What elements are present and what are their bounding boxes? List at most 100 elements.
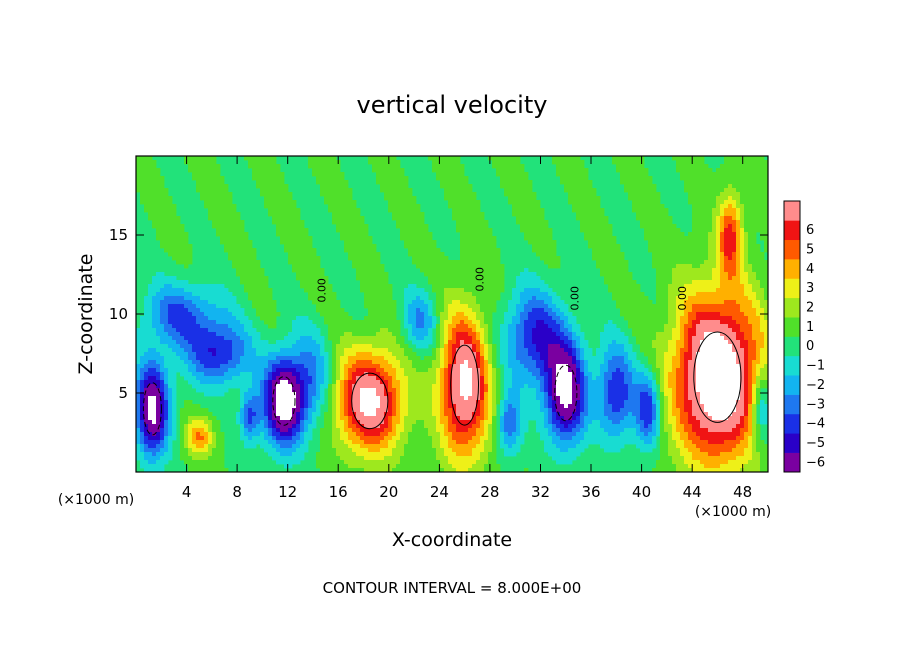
heatmap-cell xyxy=(400,444,405,449)
heatmap-cell xyxy=(192,444,197,449)
heatmap-cell xyxy=(236,224,241,229)
heatmap-cell xyxy=(472,432,477,437)
heatmap-cell xyxy=(364,416,369,421)
heatmap-cell xyxy=(336,180,341,185)
heatmap-cell xyxy=(312,396,317,401)
heatmap-cell xyxy=(144,356,149,361)
heatmap-cell xyxy=(216,228,221,233)
heatmap-cell xyxy=(172,296,177,301)
heatmap-cell xyxy=(328,444,333,449)
heatmap-cell xyxy=(384,320,389,325)
heatmap-cell xyxy=(404,296,409,301)
heatmap-cell xyxy=(376,272,381,277)
heatmap-cell xyxy=(348,328,353,333)
heatmap-cell xyxy=(332,200,337,205)
heatmap-cell xyxy=(240,380,245,385)
heatmap-cell xyxy=(372,444,377,449)
heatmap-cell xyxy=(208,208,213,213)
heatmap-cell xyxy=(268,428,273,433)
heatmap-cell xyxy=(444,468,449,473)
heatmap-cell xyxy=(196,172,201,177)
heatmap-cell xyxy=(152,176,157,181)
heatmap-cell xyxy=(168,376,173,381)
heatmap-cell xyxy=(460,376,465,381)
heatmap-cell xyxy=(200,444,205,449)
heatmap-cell xyxy=(388,344,393,349)
heatmap-cell xyxy=(344,228,349,233)
heatmap-cell xyxy=(252,384,257,389)
heatmap-cell xyxy=(488,232,493,237)
heatmap-cell xyxy=(456,360,461,365)
heatmap-cell xyxy=(312,376,317,381)
heatmap-cell xyxy=(288,232,293,237)
heatmap-cell xyxy=(464,288,469,293)
heatmap-cell xyxy=(408,428,413,433)
heatmap-cell xyxy=(324,360,329,365)
heatmap-cell xyxy=(336,400,341,405)
heatmap-cell xyxy=(172,288,177,293)
heatmap-cell xyxy=(444,304,449,309)
heatmap-cell xyxy=(408,420,413,425)
heatmap-cell xyxy=(248,244,253,249)
heatmap-cell xyxy=(372,352,377,357)
heatmap-cell xyxy=(412,296,417,301)
heatmap-cell xyxy=(416,416,421,421)
heatmap-cell xyxy=(480,468,485,473)
heatmap-cell xyxy=(188,304,193,309)
heatmap-cell xyxy=(372,344,377,349)
heatmap-cell xyxy=(368,468,373,473)
heatmap-cell xyxy=(264,288,269,293)
heatmap-cell xyxy=(384,432,389,437)
heatmap-cell xyxy=(164,288,169,293)
heatmap-cell xyxy=(192,336,197,341)
heatmap-cell xyxy=(164,204,169,209)
heatmap-cell xyxy=(220,448,225,453)
heatmap-cell xyxy=(404,236,409,241)
heatmap-cell xyxy=(384,400,389,405)
heatmap-cell xyxy=(164,376,169,381)
heatmap-cell xyxy=(196,468,201,473)
heatmap-cell xyxy=(288,208,293,213)
heatmap-cell xyxy=(156,220,161,225)
heatmap-cell xyxy=(400,200,405,205)
heatmap-cell xyxy=(364,236,369,241)
heatmap-cell xyxy=(464,204,469,209)
heatmap-cell xyxy=(348,428,353,433)
heatmap-cell xyxy=(476,232,481,237)
heatmap-cell xyxy=(348,344,353,349)
heatmap-cell xyxy=(240,404,245,409)
heatmap-cell xyxy=(468,324,473,329)
heatmap-cell xyxy=(432,420,437,425)
heatmap-cell xyxy=(252,352,257,357)
heatmap-cell xyxy=(296,416,301,421)
heatmap-cell xyxy=(188,436,193,441)
heatmap-cell xyxy=(416,232,421,237)
heatmap-cell xyxy=(176,244,181,249)
heatmap-cell xyxy=(172,368,177,373)
heatmap-cell xyxy=(196,436,201,441)
heatmap-cell xyxy=(204,184,209,189)
heatmap-cell xyxy=(340,208,345,213)
heatmap-cell xyxy=(176,252,181,257)
heatmap-cell xyxy=(400,400,405,405)
heatmap-cell xyxy=(480,256,485,261)
heatmap-cell xyxy=(400,188,405,193)
heatmap-cell xyxy=(268,300,273,305)
heatmap-cell xyxy=(424,460,429,465)
heatmap-cell xyxy=(424,336,429,341)
heatmap-cell xyxy=(276,436,281,441)
heatmap-cell xyxy=(468,408,473,413)
heatmap-cell xyxy=(488,252,493,257)
heatmap-cell xyxy=(312,296,317,301)
heatmap-cell xyxy=(148,412,153,417)
heatmap-cell xyxy=(220,308,225,313)
heatmap-cell xyxy=(352,428,357,433)
heatmap-cell xyxy=(192,332,197,337)
heatmap-cell xyxy=(392,420,397,425)
heatmap-cell xyxy=(464,304,469,309)
heatmap-cell xyxy=(408,204,413,209)
heatmap-cell xyxy=(348,340,353,345)
heatmap-cell xyxy=(340,468,345,473)
heatmap-cell xyxy=(444,288,449,293)
heatmap-cell xyxy=(156,176,161,181)
